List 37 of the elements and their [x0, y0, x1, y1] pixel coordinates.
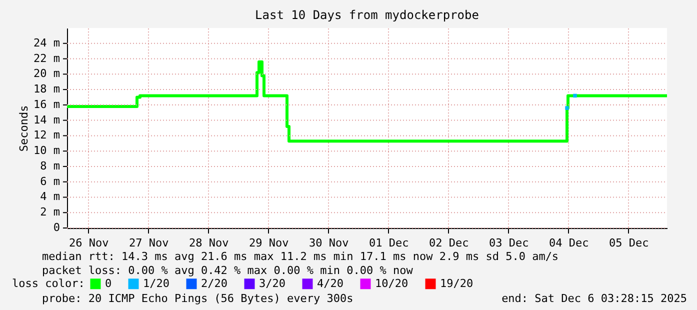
legend-label: 4/20	[317, 276, 344, 290]
chart-title: Last 10 Days from mydockerprobe	[255, 8, 479, 22]
x-tick-label: 03 Dec	[488, 236, 529, 250]
y-tick-label: 6 m	[40, 174, 60, 188]
x-tick-label: 28 Nov	[188, 236, 230, 250]
x-tick-label: 05 Dec	[608, 236, 649, 250]
x-tick-label: 01 Dec	[368, 236, 409, 250]
y-tick-label: 20 m	[34, 67, 60, 80]
x-tick-label: 26 Nov	[68, 236, 110, 250]
legend-label: 19/20	[440, 276, 474, 290]
y-tick-label: 10 m	[34, 144, 60, 158]
legend-label: 10/20	[375, 276, 408, 290]
y-tick-label: 14 m	[34, 113, 60, 126]
legend-label: 3/20	[259, 276, 286, 290]
y-tick-label: 18 m	[34, 82, 60, 96]
y-tick-label: 16 m	[34, 98, 60, 111]
text: packet loss: 0.00 % avg 0.42 % max 0.00 % min 0.00 % now	[42, 264, 414, 277]
text: median rtt: 14.3 ms avg 21.6 ms max 11.2 ms min 17.1 ms now 2.9 ms sd 5.0 am/s	[42, 250, 559, 263]
legend-label: 1/20	[143, 276, 170, 290]
x-tick-label: 04 Dec	[548, 236, 589, 250]
y-axis-title: Seconds	[18, 105, 30, 152]
x-tick-label: 29 Nov	[248, 236, 290, 250]
y-tick-label: 4 m	[40, 190, 60, 204]
y-tick-label: 24 m	[34, 36, 60, 50]
x-tick-label: 02 Dec	[428, 236, 469, 250]
legend-label: 0	[105, 276, 112, 290]
legend-title: loss color:	[12, 277, 85, 290]
y-tick-label: 0	[53, 221, 60, 234]
x-tick-label: 30 Nov	[308, 236, 350, 250]
y-tick-label: 8 m	[40, 159, 60, 172]
legend-label: 2/20	[201, 276, 228, 290]
x-tick-label: 27 Nov	[128, 236, 170, 250]
y-tick-label: 22 m	[34, 52, 60, 65]
text: probe: 20 ICMP Echo Pings (56 Bytes) every 300s	[42, 292, 354, 305]
y-tick-label: 2 m	[40, 206, 60, 219]
y-tick-label: 12 m	[34, 128, 60, 142]
text: end: Sat Dec 6 03:28:15 2025	[502, 292, 687, 305]
